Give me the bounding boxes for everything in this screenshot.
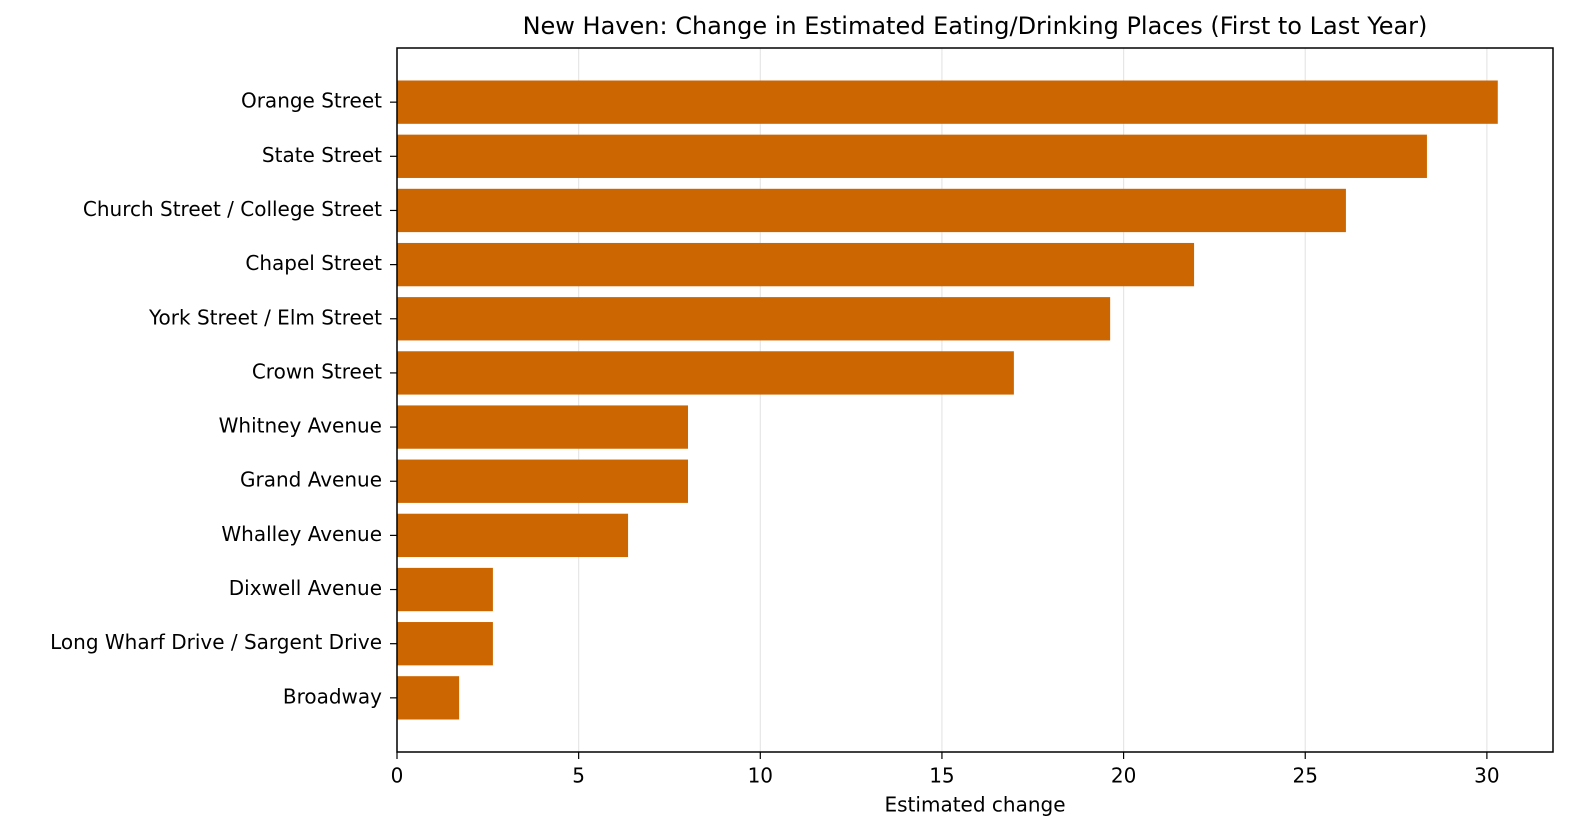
x-tick-label: 20 bbox=[1111, 764, 1136, 788]
bar bbox=[397, 405, 688, 449]
x-tick-label: 0 bbox=[391, 764, 404, 788]
y-tick-label: State Street bbox=[262, 143, 382, 167]
bar bbox=[397, 80, 1498, 124]
chart-title: New Haven: Change in Estimated Eating/Dr… bbox=[523, 12, 1428, 40]
x-tick-label: 30 bbox=[1474, 764, 1499, 788]
y-tick-label: Broadway bbox=[283, 684, 382, 708]
y-tick-label: Whitney Avenue bbox=[219, 414, 382, 438]
y-tick-label: Orange Street bbox=[241, 89, 382, 113]
bar bbox=[397, 351, 1014, 395]
bar bbox=[397, 134, 1427, 178]
plot-frame bbox=[396, 47, 1554, 753]
x-tick-label: 25 bbox=[1293, 764, 1318, 788]
bar bbox=[397, 242, 1195, 287]
bar bbox=[397, 513, 629, 558]
y-tick-label: Crown Street bbox=[252, 359, 382, 383]
y-tick-label: Church Street / College Street bbox=[83, 197, 382, 221]
y-tick-label: Whalley Avenue bbox=[221, 522, 382, 546]
x-tick-label: 10 bbox=[748, 764, 773, 788]
bar bbox=[397, 567, 493, 612]
bar bbox=[397, 459, 688, 503]
bar bbox=[397, 676, 460, 720]
bar bbox=[397, 297, 1111, 341]
y-tick-label: Grand Avenue bbox=[240, 468, 382, 492]
bar bbox=[397, 622, 493, 666]
y-tick-label: York Street / Elm Street bbox=[148, 305, 382, 329]
y-tick-label: Dixwell Avenue bbox=[229, 576, 382, 600]
x-tick-label: 5 bbox=[572, 764, 585, 788]
bar bbox=[397, 188, 1346, 233]
y-tick-label: Long Wharf Drive / Sargent Drive bbox=[50, 630, 382, 654]
x-axis-label: Estimated change bbox=[885, 793, 1066, 817]
y-tick-label: Chapel Street bbox=[245, 251, 382, 275]
x-tick-label: 15 bbox=[929, 764, 954, 788]
